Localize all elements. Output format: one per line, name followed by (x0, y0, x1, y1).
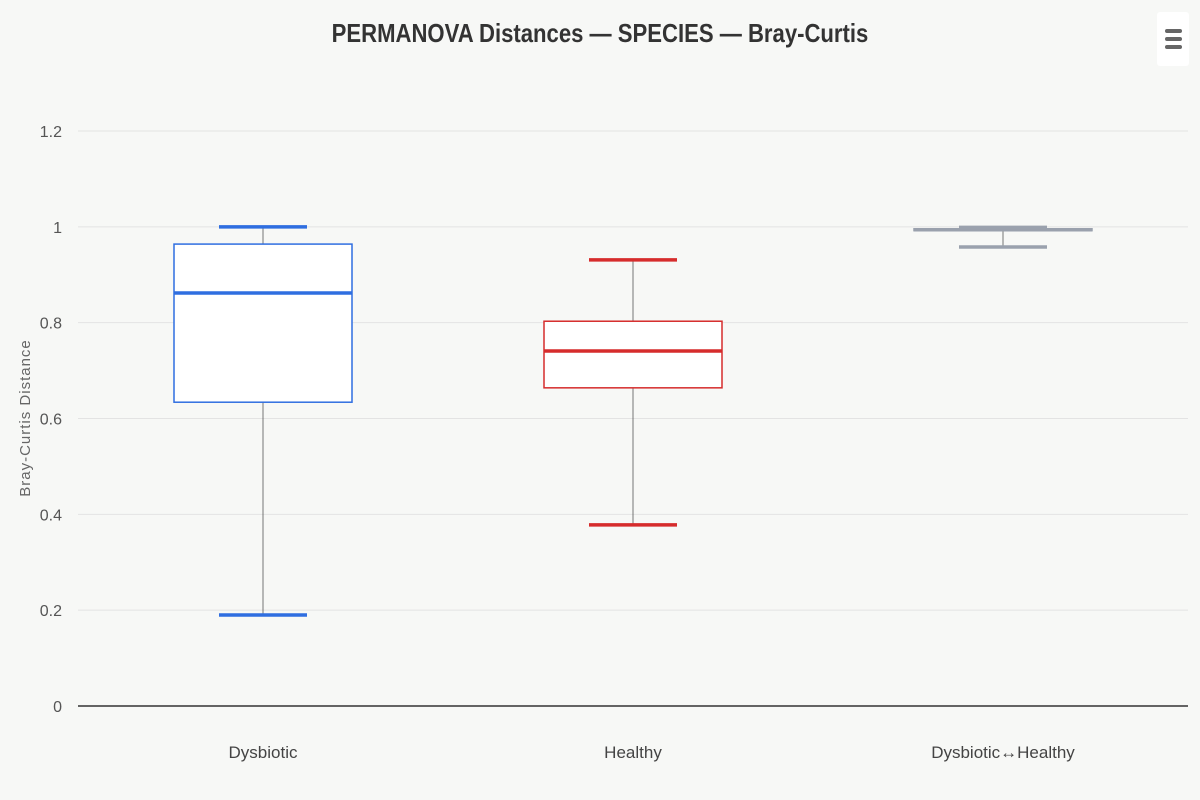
x-tick-label: Healthy (604, 743, 662, 762)
y-tick-label: 1 (53, 220, 62, 237)
box (543, 320, 723, 389)
y-tick-label: 0.8 (40, 316, 62, 333)
hamburger-menu-icon[interactable] (1157, 12, 1189, 66)
y-tick-label: 0.4 (40, 507, 62, 524)
x-tick-label: Dysbiotic (229, 743, 298, 762)
chart-title: PERMANOVA Distances — SPECIES — Bray-Cur… (331, 18, 869, 48)
y-tick-label: 1.2 (40, 124, 62, 141)
y-tick-label: 0.2 (40, 603, 62, 620)
y-tick-label: 0 (53, 699, 62, 716)
y-tick-label: 0.6 (40, 412, 62, 429)
box (173, 243, 353, 403)
y-axis-label: Bray-Curtis Distance (17, 339, 34, 497)
x-tick-label: Dysbiotic↔Healthy (931, 743, 1075, 762)
